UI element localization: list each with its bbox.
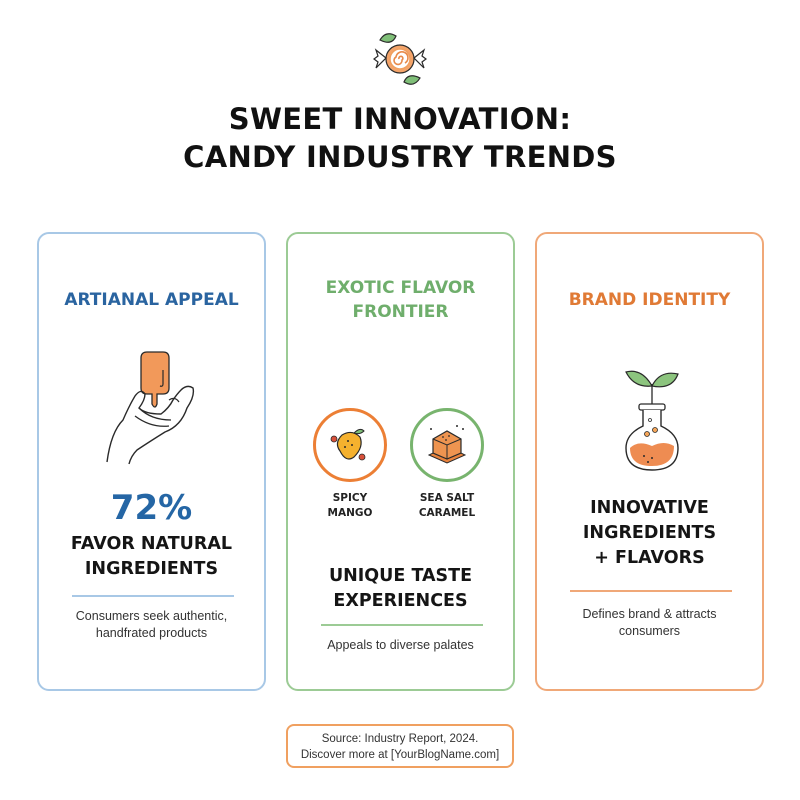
headline-line: FAVOR NATURAL — [70, 534, 233, 554]
headline-line: + FLAVORS — [594, 548, 705, 568]
stat-value: 72% — [110, 488, 193, 528]
title-line: EXOTIC FLAVOR — [325, 278, 476, 298]
source-link-line: Discover more at [YourBlogName.com] — [300, 749, 500, 761]
headline-line: INGREDIENTS — [84, 559, 219, 579]
desc-line: handfrated products — [95, 626, 208, 640]
card-artisanal-appeal: ARTIANAL APPEAL 72% FAVOR NATURAL INGRED… — [37, 232, 266, 691]
mango-icon — [313, 408, 387, 482]
flavor-label: SEA SALT CARAMEL — [409, 491, 485, 521]
card-headline: UNIQUE TASTE EXPERIENCES — [288, 564, 513, 614]
card-description: Defines brand & attracts consumers — [537, 606, 762, 640]
card-title: BRAND IDENTITY — [568, 290, 731, 310]
flavor-sea-salt-caramel: SEA SALT CARAMEL — [409, 408, 485, 521]
title-line-2: CANDY INDUSTRY TRENDS — [183, 140, 617, 174]
flavor-spicy-mango: SPICY MANGO — [312, 408, 388, 521]
card-headline: FAVOR NATURAL INGREDIENTS — [39, 532, 264, 582]
card-description: Consumers seek authentic, handfrated pro… — [39, 608, 264, 642]
divider — [72, 595, 234, 597]
label-line: SPICY — [332, 492, 368, 504]
caramel-cube-icon — [410, 408, 484, 482]
source-box: Source: Industry Report, 2024. Discover … — [286, 724, 514, 768]
desc-line: Appeals to diverse palates — [327, 638, 474, 652]
flavor-label: SPICY MANGO — [312, 491, 388, 521]
card-brand-identity: BRAND IDENTITY INNOVATIVE INGREDIENTS + … — [535, 232, 764, 691]
divider — [570, 590, 732, 592]
hand-holding-caramel-icon — [105, 350, 203, 465]
headline-line: UNIQUE TASTE — [328, 566, 473, 586]
headline-line: INNOVATIVE — [590, 498, 709, 518]
divider — [321, 624, 483, 626]
desc-line: Defines brand & attracts — [582, 607, 717, 621]
card-description: Appeals to diverse palates — [288, 637, 513, 654]
card-title: ARTIANAL APPEAL — [64, 290, 239, 310]
label-line: SEA SALT — [419, 492, 475, 504]
label-line: MANGO — [327, 507, 373, 519]
headline-line: INGREDIENTS — [582, 523, 717, 543]
desc-line: consumers — [618, 624, 681, 638]
title-line: FRONTIER — [352, 302, 449, 322]
source-line: Source: Industry Report, 2024. — [321, 733, 479, 745]
headline-line: EXPERIENCES — [333, 591, 468, 611]
card-headline: INNOVATIVE INGREDIENTS + FLAVORS — [537, 496, 762, 571]
title-line-1: SWEET INNOVATION: — [228, 102, 572, 136]
sprouting-flask-icon — [622, 364, 682, 474]
card-title: EXOTIC FLAVOR FRONTIER — [288, 276, 513, 324]
page-title: SWEET INNOVATION: CANDY INDUSTRY TRENDS — [0, 100, 800, 176]
desc-line: Consumers seek authentic, — [75, 609, 228, 623]
candy-icon — [372, 28, 428, 88]
card-exotic-flavor-frontier: EXOTIC FLAVOR FRONTIER SPICY MANGO — [286, 232, 515, 691]
label-line: CARAMEL — [418, 507, 476, 519]
